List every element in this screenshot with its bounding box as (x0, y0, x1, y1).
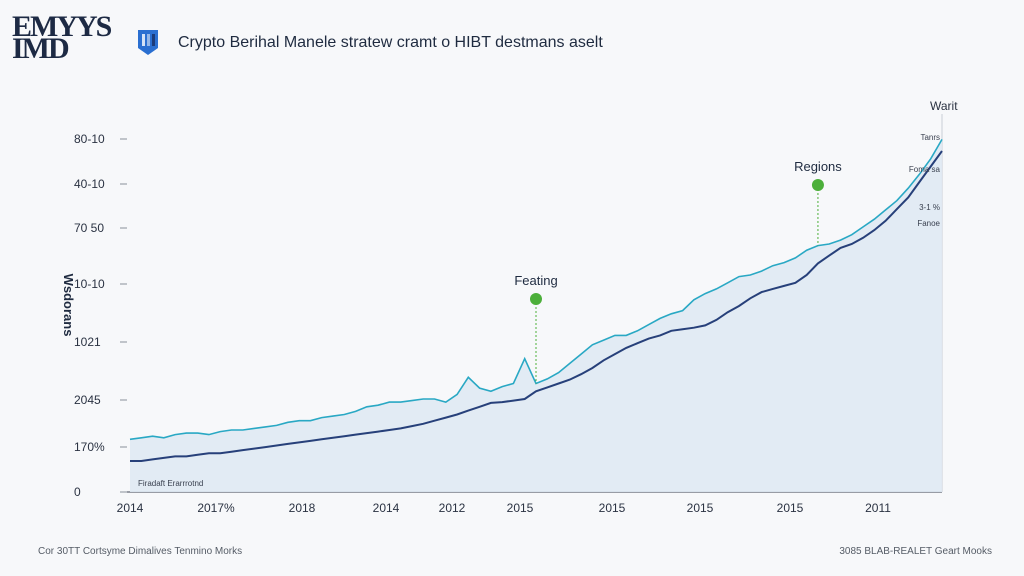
x-tick-label: 2015 (687, 501, 714, 515)
y-tick-label: 40-10 (74, 177, 105, 191)
bottom-note: Firadaft Erarrrotnd (138, 479, 203, 488)
y-tick-label: 10-10 (74, 277, 105, 291)
x-tick-label: 2017% (197, 501, 235, 515)
shield-icon (138, 30, 158, 55)
y-tick-label: 1021 (74, 335, 101, 349)
right-side-label: Fanoe (917, 219, 940, 228)
logo-line-2: IMD (12, 32, 70, 65)
x-tick-label: 2015 (777, 501, 804, 515)
series-area-fill (130, 139, 942, 492)
y-tick-label: 170% (74, 440, 105, 454)
x-tick-label: 2012 (439, 501, 466, 515)
logo-line-1: EMYYS (12, 10, 112, 43)
annotation-marker (811, 179, 824, 191)
x-tick-label: 2015 (599, 501, 626, 515)
x-tick-label: 2015 (507, 501, 534, 515)
chart-ticks: 80-10 40-10 70 50 10-10 1021 2045 170% 0 2014 201… (74, 132, 891, 515)
y-tick-label: 80-10 (74, 132, 105, 146)
chart-fill-area (130, 139, 942, 492)
x-tick-label: 2014 (373, 501, 400, 515)
chart-title: Crypto Berihal Manele stratew cramt o HI… (178, 34, 603, 51)
corner-label: Warit (930, 99, 958, 113)
y-tick-label: 2045 (74, 393, 101, 407)
x-tick-label: 2014 (117, 501, 144, 515)
right-side-label: Tanrs (920, 133, 940, 142)
right-side-label: Foma sa (909, 165, 941, 174)
x-tick-label: 2018 (289, 501, 316, 515)
annotation-marker (530, 293, 542, 305)
footer-left-note: Cor 30TT Cortsyme Dimalives Tenmino Mork… (38, 546, 243, 557)
footer-right-note: 3085 BLAB-REALET Geart Mooks (839, 546, 992, 557)
x-tick-label: 2011 (865, 501, 891, 515)
right-side-label: 3-1 % (919, 203, 940, 212)
chart-annotations: Feating Regions Tanrs Foma sa 3-1 % Fanoe (514, 133, 941, 384)
series-line-1 (130, 150, 943, 462)
brand-logo: EMYYS IMD (12, 12, 122, 65)
annotation-label: Regions (794, 159, 842, 174)
y-tick-label: 0 (74, 485, 81, 499)
annotation-label: Feating (514, 273, 557, 288)
y-tick-label: 70 50 (74, 221, 104, 235)
y-axis-label: Wsdorans (61, 274, 76, 337)
